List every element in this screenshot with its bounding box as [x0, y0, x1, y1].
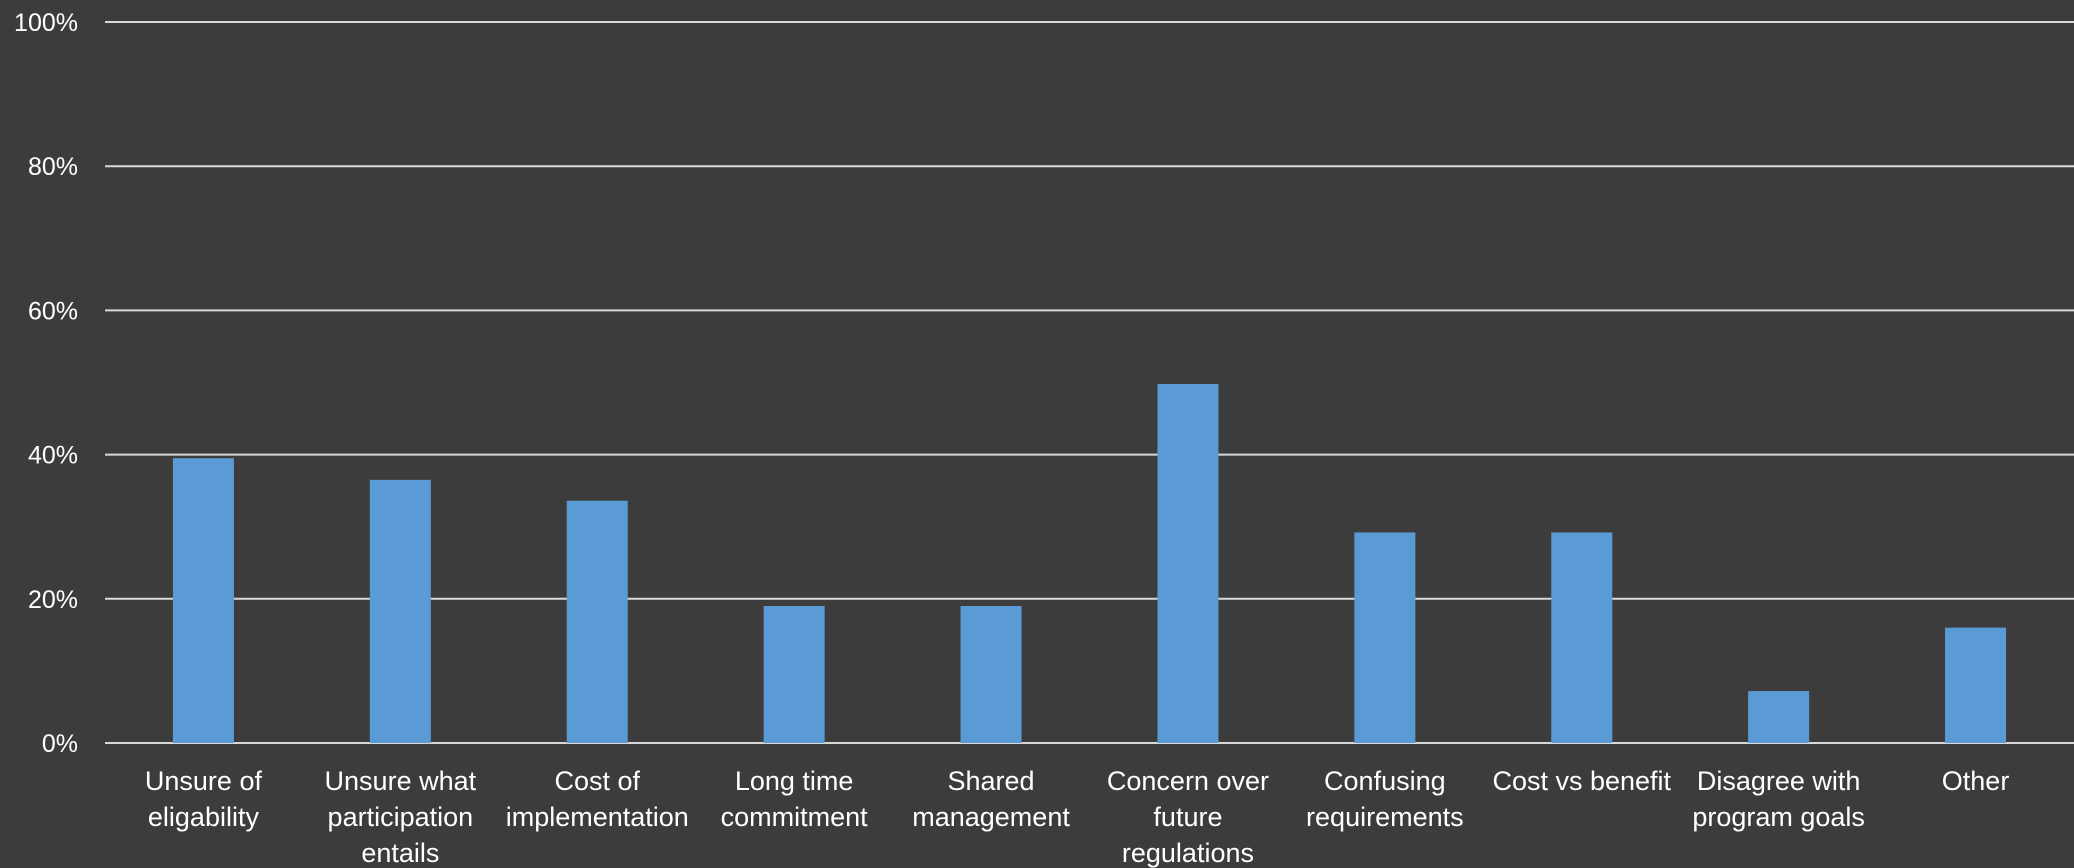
x-tick-label: Shared management: [912, 766, 1070, 832]
bar: [1748, 691, 1810, 743]
y-tick-label: 80%: [28, 153, 78, 181]
x-tick-label: Other: [1942, 766, 2010, 796]
x-tick-label: Concern over future regulations: [1107, 766, 1269, 868]
y-axis-ticks: 0% 20% 40% 60% 80% 100%: [14, 9, 78, 758]
x-tick-label: Unsure of eligability: [145, 766, 263, 832]
bar: [172, 458, 234, 743]
bar: [1354, 532, 1416, 743]
bar: [960, 606, 1022, 743]
bar: [566, 500, 628, 743]
y-tick-label: 100%: [14, 9, 78, 37]
bar: [1551, 532, 1613, 743]
x-tick-label: Cost vs benefit: [1492, 766, 1671, 796]
x-axis-ticks: Unsure of eligability Unsure what participa…: [145, 766, 2009, 868]
x-tick-label: Confusing requirements: [1306, 766, 1464, 832]
bar: [1157, 383, 1219, 743]
x-tick-label: Long time commitment: [721, 766, 869, 832]
bars: [172, 383, 2007, 743]
y-tick-label: 0%: [42, 730, 78, 758]
bar: [763, 606, 825, 743]
y-tick-label: 40%: [28, 442, 78, 470]
bar: [369, 479, 431, 743]
y-tick-label: 60%: [28, 297, 78, 325]
x-tick-label: Disagree with program goals: [1692, 766, 1865, 832]
y-tick-label: 20%: [28, 586, 78, 614]
bar: [1945, 627, 2007, 743]
x-tick-label: Unsure what participation entails: [325, 766, 477, 868]
x-tick-label: Cost of implementation: [506, 766, 689, 832]
gridlines: [105, 21, 2074, 744]
